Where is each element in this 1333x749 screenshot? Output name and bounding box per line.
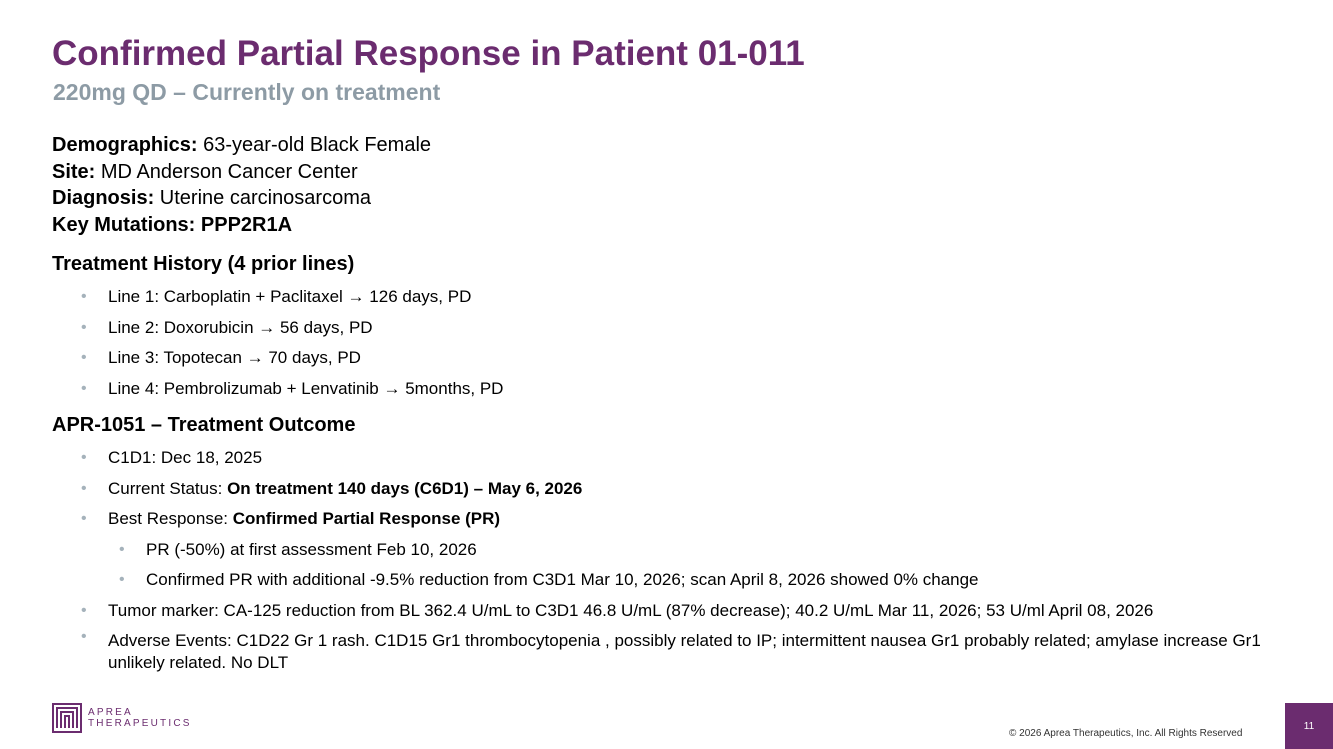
status-label: Current Status: xyxy=(108,478,228,498)
tumor-marker-item: Tumor marker: CA-125 reduction from BL 3… xyxy=(81,596,1308,627)
page-title: Confirmed Partial Response in Patient 01… xyxy=(52,34,805,73)
patient-demographics: Demographics: 63-year-old Black Female S… xyxy=(52,132,431,238)
status-value: On treatment 140 days (C6D1) – May 6, 20… xyxy=(227,478,583,498)
copyright-notice: © 2026 Aprea Therapeutics, Inc. All Righ… xyxy=(1009,728,1243,739)
treatment-history-list: Line 1: Carboplatin + Paclitaxel → 126 d… xyxy=(81,282,503,404)
mutations-row: Key Mutations: PPP2R1A xyxy=(52,212,431,239)
best-response-item: Best Response: Confirmed Partial Respons… xyxy=(81,504,1308,535)
diagnosis-label: Diagnosis: xyxy=(52,187,155,209)
treatment-history-heading: Treatment History (4 prior lines) xyxy=(52,253,355,275)
logo-text-line1: APREA xyxy=(88,707,133,718)
adverse-events-item: Adverse Events: C1D22 Gr 1 rash. C1D15 G… xyxy=(81,626,1308,674)
site-label: Site: xyxy=(52,160,96,183)
sub-list-item: PR (-50%) at first assessment Feb 10, 20… xyxy=(81,535,1308,566)
company-logo: APREA THERAPEUTICS xyxy=(52,703,192,733)
sub-list-item: Confirmed PR with additional -9.5% reduc… xyxy=(81,565,1308,596)
best-response-label: Best Response: xyxy=(108,509,233,528)
c1d1-item: C1D1: Dec 18, 2025 xyxy=(81,443,1308,474)
logo-text-line2: THERAPEUTICS xyxy=(88,718,192,729)
list-item: Line 4: Pembrolizumab + Lenvatinib → 5mo… xyxy=(81,374,503,405)
aprea-logo-icon xyxy=(52,703,82,733)
diagnosis-row: Diagnosis: Uterine carcinosarcoma xyxy=(52,185,431,212)
mutations-label: Key Mutations: PPP2R1A xyxy=(52,213,293,236)
status-item: Current Status: On treatment 140 days (C… xyxy=(81,474,1308,505)
site-row: Site: MD Anderson Cancer Center xyxy=(52,159,431,186)
outcome-list: C1D1: Dec 18, 2025 Current Status: On tr… xyxy=(81,443,1308,674)
best-response-value: Confirmed Partial Response (PR) xyxy=(232,509,501,528)
demographics-value: 63-year-old Black Female xyxy=(197,134,432,156)
site-value: MD Anderson Cancer Center xyxy=(95,160,358,183)
page-subtitle: 220mg QD – Currently on treatment xyxy=(53,79,441,105)
list-item: Line 2: Doxorubicin → 56 days, PD xyxy=(81,313,503,344)
page-number: 11 xyxy=(1285,703,1333,749)
demographics-row: Demographics: 63-year-old Black Female xyxy=(52,132,431,159)
list-item: Line 3: Topotecan → 70 days, PD xyxy=(81,343,503,374)
diagnosis-value: Uterine carcinosarcoma xyxy=(154,187,371,209)
list-item: Line 1: Carboplatin + Paclitaxel → 126 d… xyxy=(81,282,503,313)
demographics-label: Demographics: xyxy=(52,134,198,156)
outcome-heading: APR-1051 – Treatment Outcome xyxy=(52,414,356,436)
